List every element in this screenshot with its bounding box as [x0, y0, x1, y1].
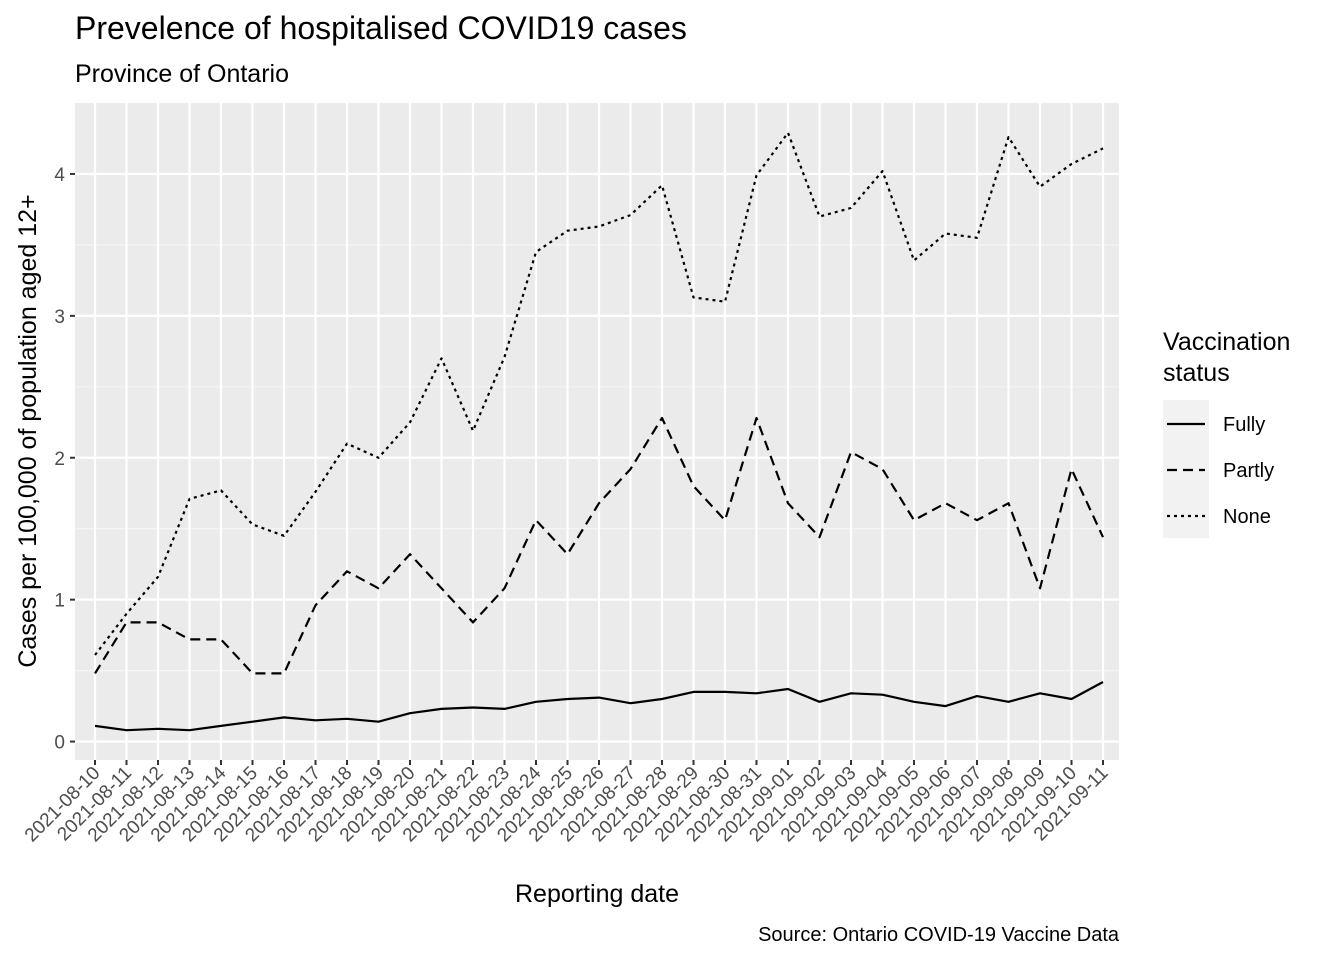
y-axis-title: Cases per 100,000 of population aged 12+ [14, 194, 42, 667]
y-tick-label: 0 [54, 733, 65, 754]
legend-title-line-2: status [1163, 359, 1230, 387]
legend-label-fully: Fully [1223, 414, 1265, 436]
legend-label-partly: Partly [1223, 460, 1274, 482]
series-line-partly [94, 416, 1104, 675]
y-tick-label: 3 [54, 307, 65, 328]
legend-items: Fully Partly None [1167, 414, 1274, 528]
grid-lines [75, 103, 1119, 760]
y-tick-label: 4 [54, 165, 65, 186]
series-line-fully [94, 681, 1104, 732]
series-lines [94, 131, 1104, 732]
x-axis: 2021-08-102021-08-112021-08-122021-08-13… [21, 760, 1113, 846]
y-tick-label: 2 [54, 449, 65, 470]
y-axis: 0 1 2 3 4 [54, 165, 75, 754]
source-caption: Source: Ontario COVID-19 Vaccine Data [758, 924, 1120, 946]
legend: Vaccination status Fully Partly None [1163, 328, 1297, 538]
series-line-none [94, 131, 1104, 656]
plot-panel [75, 103, 1119, 760]
chart-subtitle: Province of Ontario [75, 60, 289, 88]
legend-title: Vaccination status [1163, 328, 1297, 387]
x-axis-title: Reporting date [515, 880, 679, 908]
legend-label-none: None [1223, 506, 1271, 528]
y-tick-label: 1 [54, 591, 65, 612]
chart-title: Prevelence of hospitalised COVID19 cases [75, 10, 687, 46]
legend-title-line-1: Vaccination [1163, 328, 1290, 356]
